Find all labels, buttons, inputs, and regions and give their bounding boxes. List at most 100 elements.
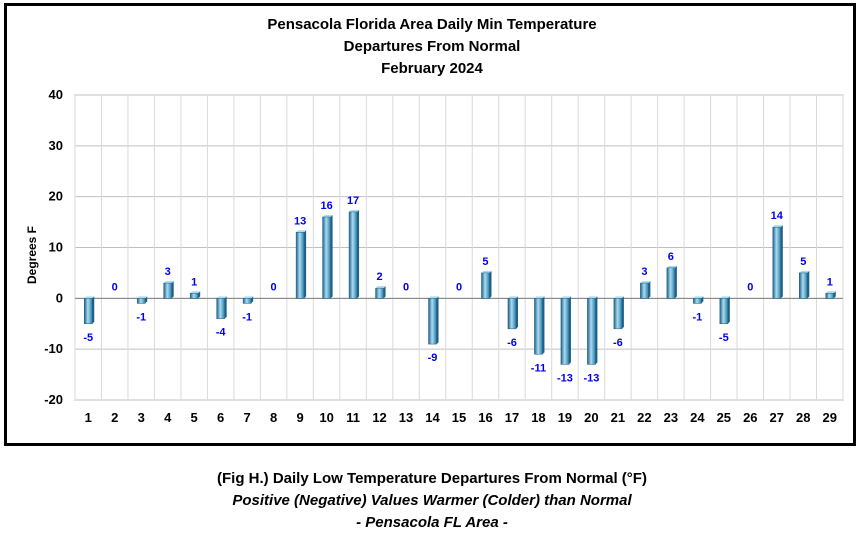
- bar: [136, 298, 146, 304]
- data-label: 2: [376, 271, 382, 283]
- x-tick-label: 16: [478, 410, 492, 425]
- bar-top: [825, 291, 836, 294]
- data-label: -1: [242, 311, 252, 323]
- chart-title-line-3: February 2024: [381, 60, 483, 77]
- data-label: 0: [112, 281, 118, 293]
- bar: [163, 282, 172, 299]
- bar-side: [833, 291, 836, 299]
- bar: [348, 211, 358, 299]
- x-tick-label: 23: [664, 410, 678, 425]
- data-label: 17: [347, 195, 359, 207]
- x-tick-label: 17: [505, 410, 519, 425]
- bar-side: [780, 225, 783, 299]
- data-label: -13: [583, 372, 599, 384]
- x-tick-label: 2: [111, 410, 118, 425]
- bar: [216, 298, 225, 319]
- bar: [242, 298, 252, 304]
- bar: [428, 298, 437, 345]
- figure-caption: (Fig H.) Daily Low Temperature Departure…: [0, 468, 864, 534]
- data-label: -9: [428, 352, 438, 364]
- bar: [295, 232, 305, 299]
- caption-line-1: (Fig H.) Daily Low Temperature Departure…: [217, 470, 647, 487]
- x-tick-label: 4: [164, 410, 172, 425]
- bar-side: [251, 296, 254, 304]
- bar: [587, 298, 596, 365]
- bar-side: [648, 281, 651, 299]
- bar: [799, 272, 808, 299]
- x-tick-label: 21: [611, 410, 625, 425]
- bar-top: [481, 270, 492, 273]
- y-tick-label: 20: [49, 189, 63, 204]
- x-tick-label: 28: [796, 410, 810, 425]
- bar: [534, 298, 543, 355]
- data-label: 14: [771, 210, 784, 222]
- bar-side: [436, 296, 439, 345]
- x-tick-label: 26: [743, 410, 757, 425]
- x-tick-label: 9: [296, 410, 303, 425]
- bar: [693, 298, 702, 304]
- caption-line-3: - Pensacola FL Area -: [356, 514, 508, 531]
- bar-side: [807, 270, 810, 299]
- data-label: 16: [320, 200, 332, 212]
- data-label: 3: [641, 266, 647, 278]
- bar: [189, 293, 199, 299]
- x-tick-label: 24: [690, 410, 705, 425]
- bar-top: [613, 296, 624, 299]
- bar-top: [534, 296, 545, 299]
- data-label: -1: [136, 311, 146, 323]
- bar-side: [568, 296, 571, 365]
- y-tick-label: 30: [49, 138, 63, 153]
- bar-top: [84, 296, 95, 299]
- caption-line-2: Positive (Negative) Values Warmer (Colde…: [232, 492, 632, 509]
- bar-top: [216, 296, 227, 299]
- bar: [322, 216, 331, 299]
- data-label: -6: [613, 337, 623, 349]
- bar-top: [163, 281, 174, 284]
- y-tick-label: 40: [49, 87, 63, 102]
- bar-top: [693, 296, 704, 299]
- bar-side: [357, 209, 360, 299]
- bar-side: [701, 296, 704, 304]
- x-tick-label: 22: [637, 410, 651, 425]
- data-label: -11: [531, 362, 546, 374]
- x-tick-label: 7: [244, 410, 251, 425]
- x-tick-label: 25: [717, 410, 731, 425]
- bar-side: [515, 296, 518, 329]
- bar-top: [243, 296, 254, 299]
- bar-top: [666, 265, 677, 268]
- x-tick-label: 27: [770, 410, 784, 425]
- x-tick-label: 12: [372, 410, 386, 425]
- bar-top: [640, 281, 651, 284]
- bar-side: [224, 296, 227, 319]
- y-tick-label: -10: [44, 341, 63, 356]
- x-tick-label: 1: [85, 410, 92, 425]
- y-axis-label: Degrees F: [25, 226, 39, 284]
- x-tick-label: 19: [558, 410, 572, 425]
- bar: [83, 298, 93, 325]
- bar-top: [375, 286, 386, 289]
- bar-side: [92, 296, 95, 324]
- data-label: -1: [692, 311, 702, 323]
- data-label: 0: [456, 281, 462, 293]
- bar: [507, 298, 517, 330]
- bar-side: [330, 215, 333, 299]
- x-tick-label: 15: [452, 410, 466, 425]
- bar-side: [621, 296, 624, 329]
- bar-top: [507, 296, 518, 299]
- bar-top: [799, 270, 810, 273]
- x-tick-label: 6: [217, 410, 224, 425]
- bar-side: [595, 296, 598, 365]
- bar-side: [674, 265, 677, 299]
- y-tick-label: -20: [44, 392, 63, 407]
- x-tick-label: 11: [346, 410, 360, 425]
- data-label: -4: [216, 327, 227, 339]
- bar: [719, 298, 729, 325]
- bar-side: [198, 291, 201, 299]
- bar-side: [145, 296, 148, 304]
- bar: [825, 293, 835, 299]
- bar: [560, 298, 570, 365]
- data-label: 13: [294, 215, 306, 227]
- x-tick-label: 29: [823, 410, 837, 425]
- bar: [613, 298, 623, 330]
- x-tick-label: 14: [425, 410, 440, 425]
